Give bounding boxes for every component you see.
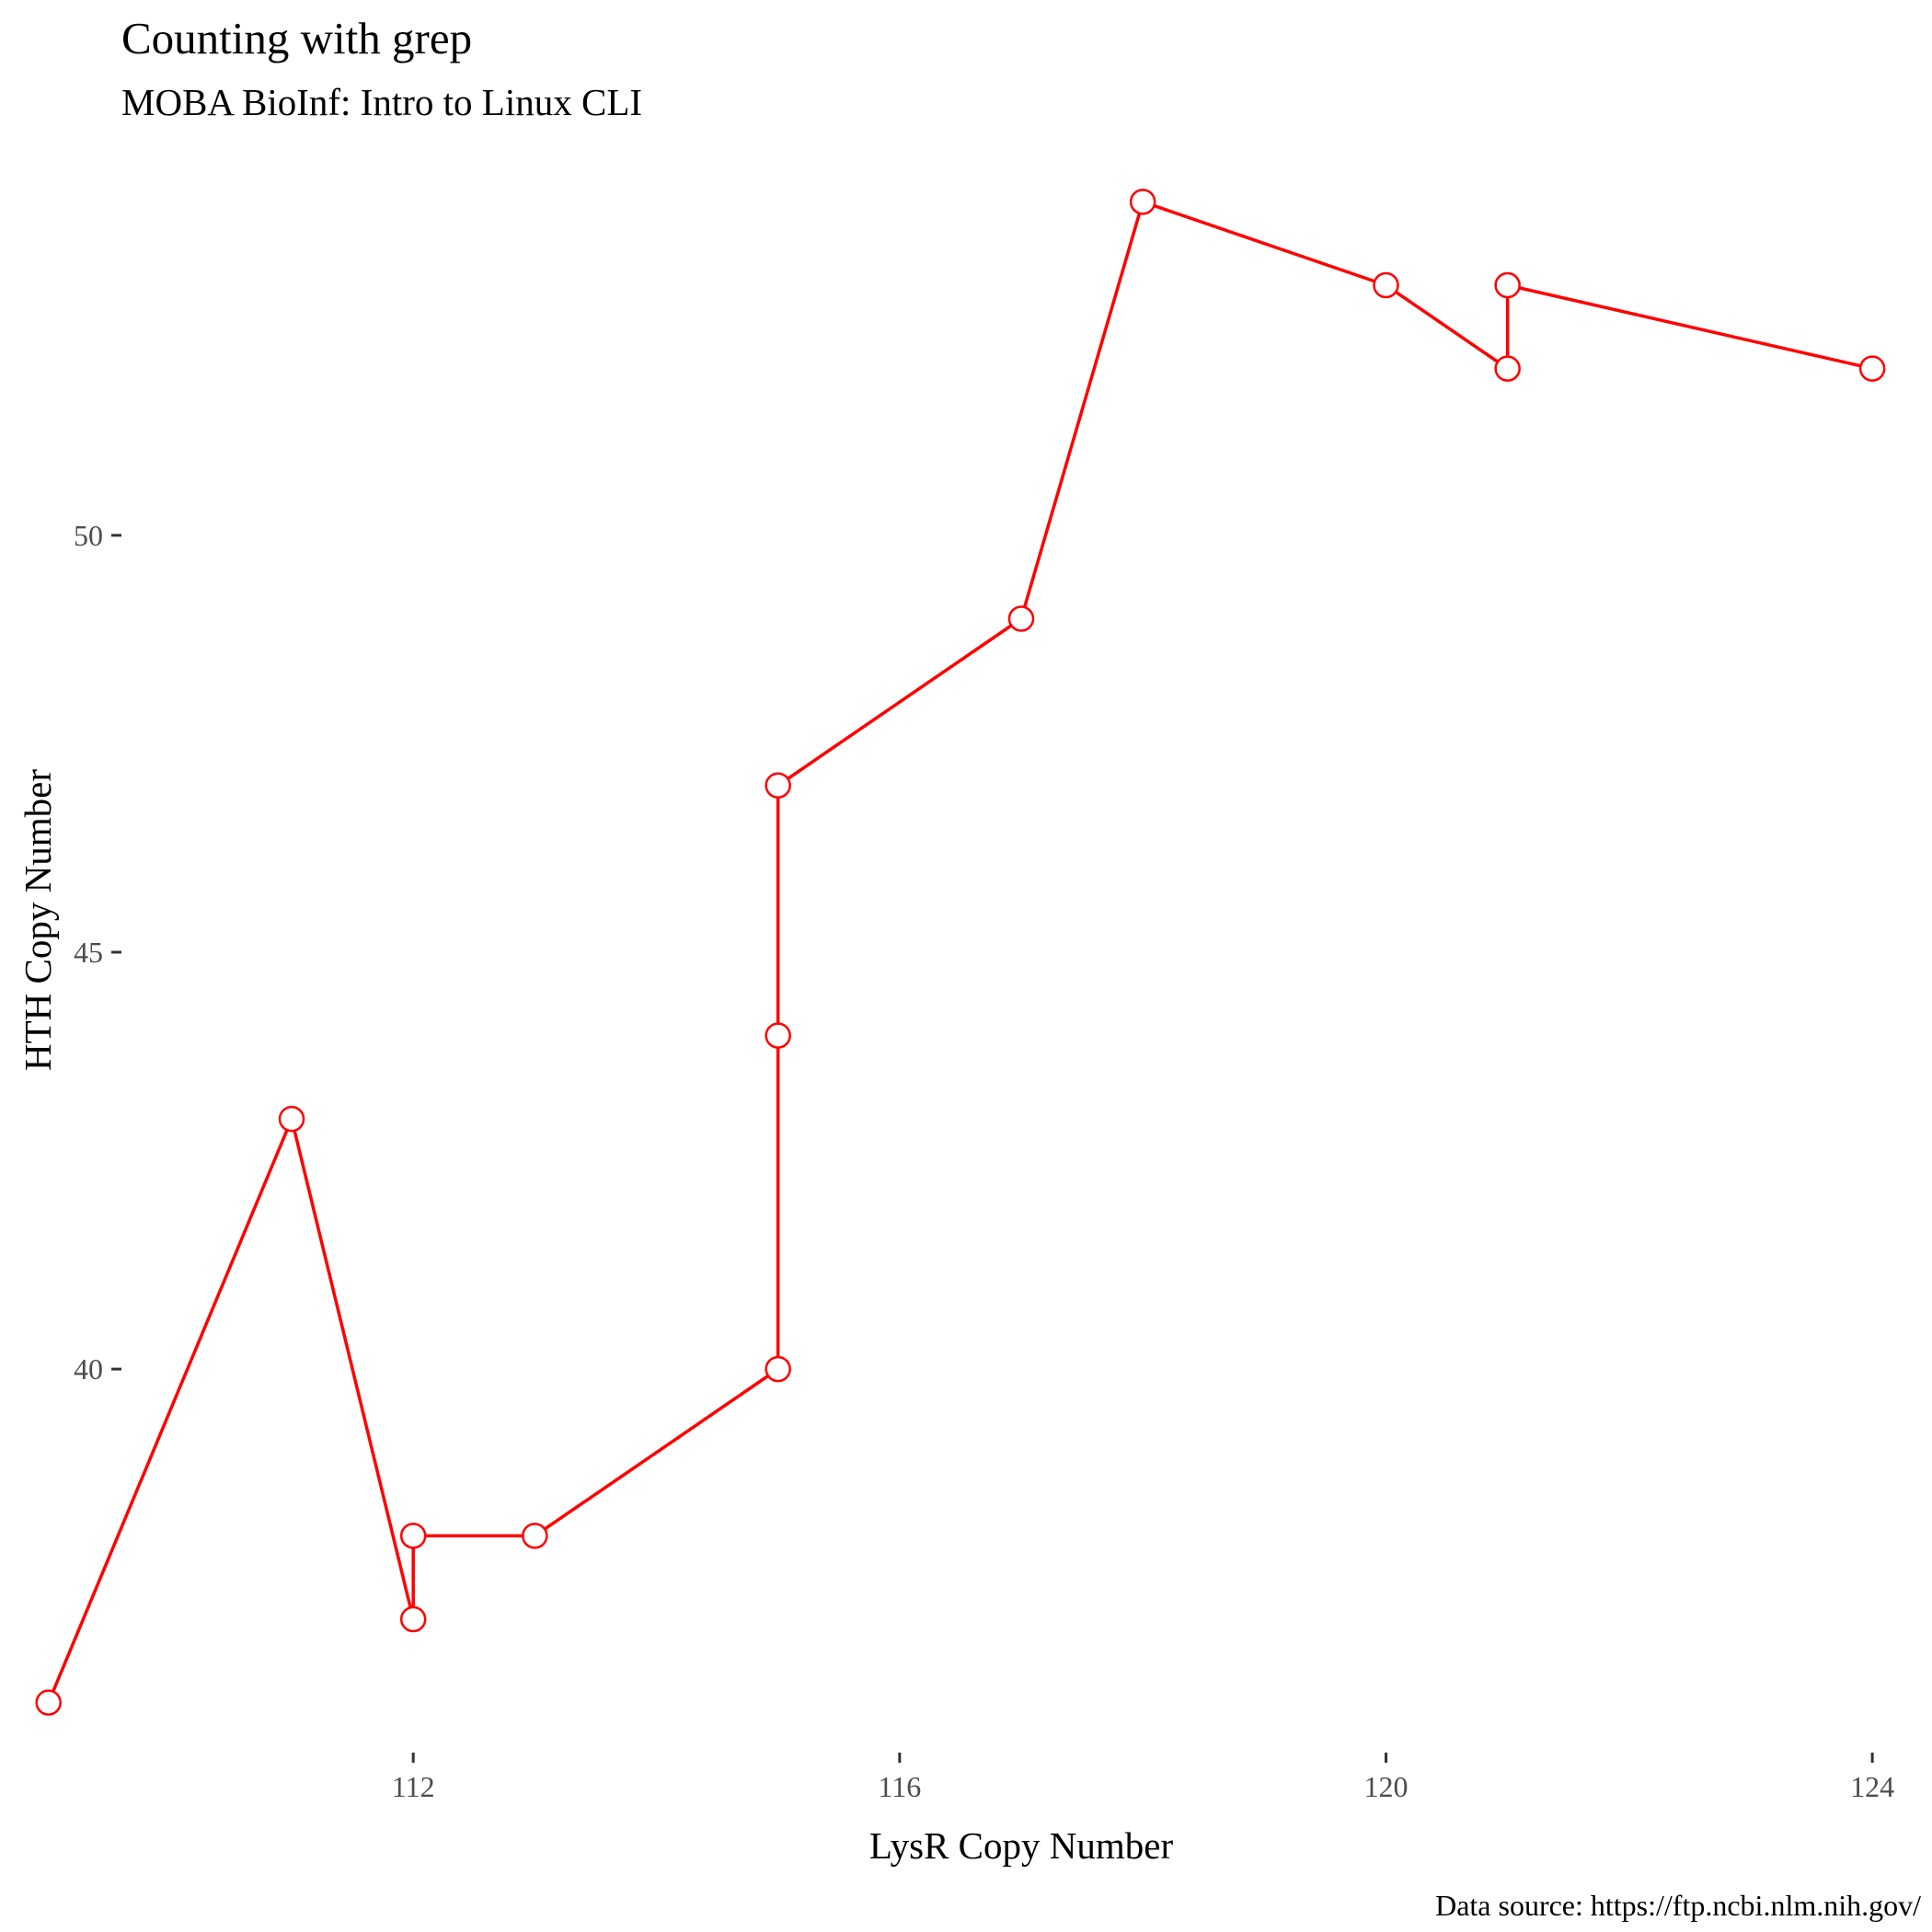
chart-subtitle: MOBA BioInf: Intro to Linux CLI <box>121 81 642 123</box>
y-tick-label-0: 40 <box>74 1352 103 1386</box>
y-tick-label-1: 45 <box>74 936 103 969</box>
data-point-6 <box>765 1022 791 1049</box>
data-point-12 <box>1494 271 1521 299</box>
data-point-2 <box>399 1605 427 1633</box>
data-point-4 <box>522 1523 548 1549</box>
data-point-9 <box>1129 189 1156 215</box>
y-axis-title: HTH Copy Number <box>17 769 59 1071</box>
data-point-1 <box>278 1106 305 1133</box>
x-axis: 112 116 120 124 <box>392 1753 1894 1803</box>
x-axis-title: LysR Copy Number <box>869 1824 1174 1867</box>
data-point-10 <box>1373 271 1399 299</box>
data-point-8 <box>1007 605 1035 632</box>
chart-title: Counting with grep <box>121 13 472 63</box>
y-axis: 40 45 50 <box>74 519 121 1386</box>
series-line-0 <box>47 200 1873 1704</box>
data-point-5 <box>765 1355 791 1383</box>
data-point-3 <box>399 1523 427 1549</box>
data-point-11 <box>1494 355 1521 382</box>
data-point-13 <box>1858 355 1886 382</box>
y-tick-label-2: 50 <box>74 519 103 552</box>
x-tick-label-1: 116 <box>878 1770 921 1803</box>
x-tick-label-2: 120 <box>1363 1770 1408 1803</box>
plot-area <box>35 189 1886 1716</box>
data-point-7 <box>765 772 791 799</box>
data-point-0 <box>35 1689 62 1716</box>
x-tick-label-3: 124 <box>1850 1770 1894 1803</box>
x-tick-label-0: 112 <box>392 1770 435 1803</box>
data-source-caption: Data source: https://ftp.ncbi.nlm.nih.go… <box>1435 1889 1921 1922</box>
